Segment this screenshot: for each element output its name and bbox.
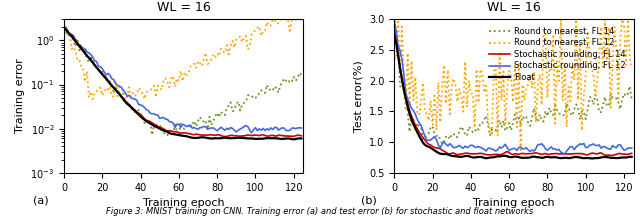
Line: Float: Float <box>394 36 632 159</box>
Line: Round to nearest, FL 12: Round to nearest, FL 12 <box>394 19 632 152</box>
Stochastic rounding, FL 12 <box>452 146 460 149</box>
Float <box>591 157 599 159</box>
Stochastic rounding, FL 14 <box>452 153 460 156</box>
Title: WL = 16: WL = 16 <box>157 1 211 14</box>
Stochastic rounding, FL 14 <box>628 152 636 155</box>
Float <box>538 157 545 159</box>
X-axis label: Training epoch: Training epoch <box>143 198 225 208</box>
Line: Round to nearest, FL 14: Round to nearest, FL 14 <box>394 19 632 144</box>
Round to nearest, FL 14 <box>454 136 461 138</box>
Line: Stochastic rounding, FL 14: Stochastic rounding, FL 14 <box>394 25 632 155</box>
Round to nearest, FL 12 <box>599 66 607 68</box>
Float <box>390 34 398 37</box>
Stochastic rounding, FL 12 <box>591 144 599 147</box>
Title: WL = 16: WL = 16 <box>487 1 541 14</box>
Stochastic rounding, FL 12 <box>597 147 605 149</box>
Stochastic rounding, FL 14 <box>538 153 545 156</box>
Text: (b): (b) <box>361 195 376 205</box>
Float <box>588 157 595 160</box>
Float <box>628 156 636 158</box>
Stochastic rounding, FL 12 <box>614 144 622 146</box>
Round to nearest, FL 12 <box>390 57 398 59</box>
Stochastic rounding, FL 12 <box>561 153 568 156</box>
Float <box>614 157 622 159</box>
Round to nearest, FL 14 <box>540 120 547 123</box>
Legend: Round to nearest, FL 14, Round to nearest, FL 12, Stochastic rounding, FL 14, St: Round to nearest, FL 14, Round to neares… <box>486 24 629 85</box>
Round to nearest, FL 12 <box>628 65 636 67</box>
Round to nearest, FL 14 <box>614 101 622 103</box>
Stochastic rounding, FL 14 <box>390 24 398 27</box>
Float <box>597 156 605 159</box>
Line: Stochastic rounding, FL 12: Stochastic rounding, FL 12 <box>394 19 632 154</box>
Stochastic rounding, FL 14 <box>446 153 454 155</box>
Y-axis label: Training error: Training error <box>15 59 25 133</box>
Stochastic rounding, FL 14 <box>589 152 597 154</box>
Round to nearest, FL 14 <box>628 98 636 101</box>
Round to nearest, FL 14 <box>591 94 599 96</box>
Round to nearest, FL 12 <box>616 39 624 41</box>
Round to nearest, FL 14 <box>390 18 398 21</box>
Y-axis label: Test error(%): Test error(%) <box>353 60 364 132</box>
Stochastic rounding, FL 12 <box>446 142 454 145</box>
Round to nearest, FL 14 <box>448 133 456 136</box>
Round to nearest, FL 12 <box>541 35 549 37</box>
Float <box>446 154 454 157</box>
Round to nearest, FL 14 <box>438 143 446 145</box>
Round to nearest, FL 12 <box>448 85 456 87</box>
Stochastic rounding, FL 14 <box>595 152 603 154</box>
Stochastic rounding, FL 14 <box>607 154 614 157</box>
Float <box>452 155 460 157</box>
Round to nearest, FL 12 <box>394 18 402 21</box>
Stochastic rounding, FL 12 <box>538 143 545 145</box>
X-axis label: Training epoch: Training epoch <box>473 198 555 208</box>
Text: (a): (a) <box>33 195 49 205</box>
Round to nearest, FL 12 <box>516 151 524 153</box>
Round to nearest, FL 12 <box>454 101 461 103</box>
Stochastic rounding, FL 12 <box>628 147 636 149</box>
Stochastic rounding, FL 12 <box>390 18 398 21</box>
Round to nearest, FL 14 <box>597 111 605 113</box>
Stochastic rounding, FL 14 <box>614 152 622 155</box>
Text: Figure 3: MNIST training on CNN. Training error (a) and test error (b) for stoch: Figure 3: MNIST training on CNN. Trainin… <box>106 207 534 216</box>
Round to nearest, FL 12 <box>593 79 601 82</box>
